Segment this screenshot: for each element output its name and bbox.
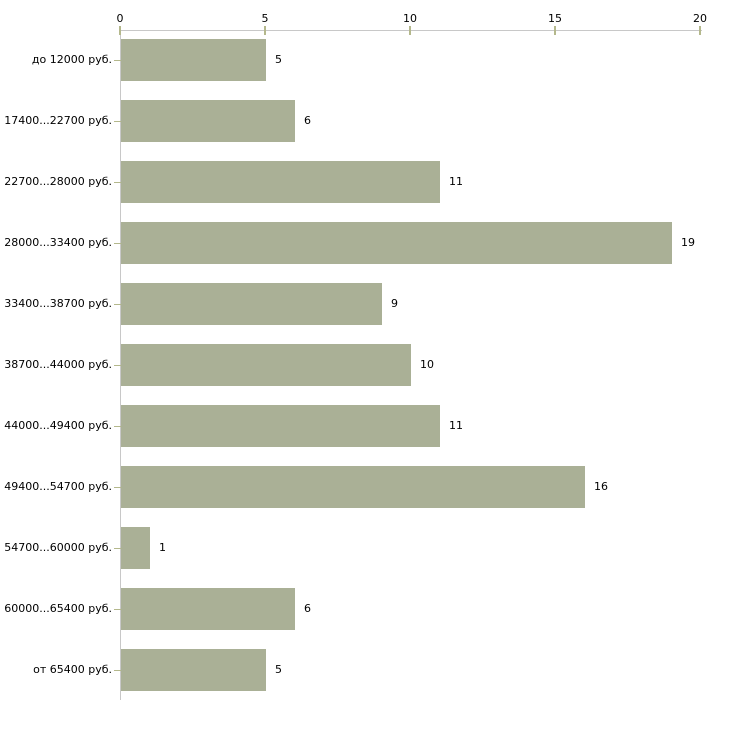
category-tick [114, 304, 121, 305]
category-tick [114, 60, 121, 61]
x-axis-tick-label: 5 [261, 12, 269, 25]
x-axis-tick [264, 26, 266, 35]
bar [121, 466, 585, 508]
bar [121, 405, 440, 447]
category-label: от 65400 руб. [33, 663, 112, 676]
value-label: 11 [449, 175, 463, 188]
category-tick [114, 243, 121, 244]
x-axis-tick-label: 20 [693, 12, 707, 25]
category-tick [114, 426, 121, 427]
category-tick [114, 121, 121, 122]
value-label: 9 [391, 297, 398, 310]
category-label: 54700...60000 руб. [4, 541, 112, 554]
value-label: 19 [681, 236, 695, 249]
value-label: 6 [304, 602, 311, 615]
x-axis-tick [409, 26, 411, 35]
x-axis-tick-label: 10 [403, 12, 417, 25]
category-tick [114, 670, 121, 671]
x-axis-tick [699, 26, 701, 35]
value-label: 16 [594, 480, 608, 493]
value-label: 10 [420, 358, 434, 371]
category-label: до 12000 руб. [31, 53, 112, 66]
x-axis-tick-label: 15 [548, 12, 562, 25]
bar [121, 344, 411, 386]
value-label: 6 [304, 114, 311, 127]
bar [121, 39, 266, 81]
category-label: 28000...33400 руб. [4, 236, 112, 249]
bar [121, 283, 382, 325]
x-axis-line [120, 30, 702, 31]
x-axis-tick [554, 26, 556, 35]
category-label: 44000...49400 руб. [4, 419, 112, 432]
value-label: 5 [275, 663, 282, 676]
bar [121, 588, 295, 630]
bar [121, 222, 672, 264]
category-label: 22700...28000 руб. [4, 175, 112, 188]
value-label: 11 [449, 419, 463, 432]
category-tick [114, 548, 121, 549]
category-label: 33400...38700 руб. [4, 297, 112, 310]
x-axis-tick-label: 0 [116, 12, 124, 25]
bar [121, 649, 266, 691]
category-label: 38700...44000 руб. [4, 358, 112, 371]
value-label: 5 [275, 53, 282, 66]
category-label: 60000...65400 руб. [4, 602, 112, 615]
bar [121, 161, 440, 203]
category-tick [114, 182, 121, 183]
category-tick [114, 487, 121, 488]
bar [121, 100, 295, 142]
category-label: 49400...54700 руб. [4, 480, 112, 493]
bar [121, 527, 150, 569]
value-label: 1 [159, 541, 166, 554]
category-label: 17400...22700 руб. [4, 114, 112, 127]
category-tick [114, 609, 121, 610]
x-axis-tick [119, 26, 121, 35]
category-tick [114, 365, 121, 366]
